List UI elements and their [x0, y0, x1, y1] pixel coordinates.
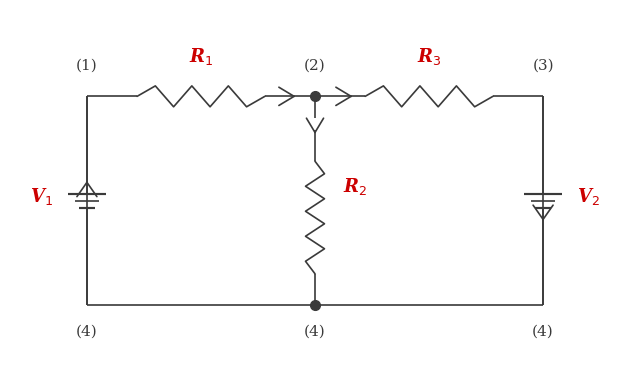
Text: R$_2$: R$_2$ — [343, 176, 367, 197]
Text: V$_2$: V$_2$ — [577, 186, 600, 207]
Text: (2): (2) — [304, 59, 326, 73]
Text: (4): (4) — [304, 325, 326, 339]
Text: V$_1$: V$_1$ — [30, 186, 53, 207]
Text: R$_3$: R$_3$ — [417, 46, 441, 67]
Text: (4): (4) — [76, 325, 98, 339]
Text: (4): (4) — [532, 325, 554, 339]
Text: (3): (3) — [532, 59, 554, 73]
Text: R$_1$: R$_1$ — [189, 46, 213, 67]
Text: (1): (1) — [76, 59, 98, 73]
